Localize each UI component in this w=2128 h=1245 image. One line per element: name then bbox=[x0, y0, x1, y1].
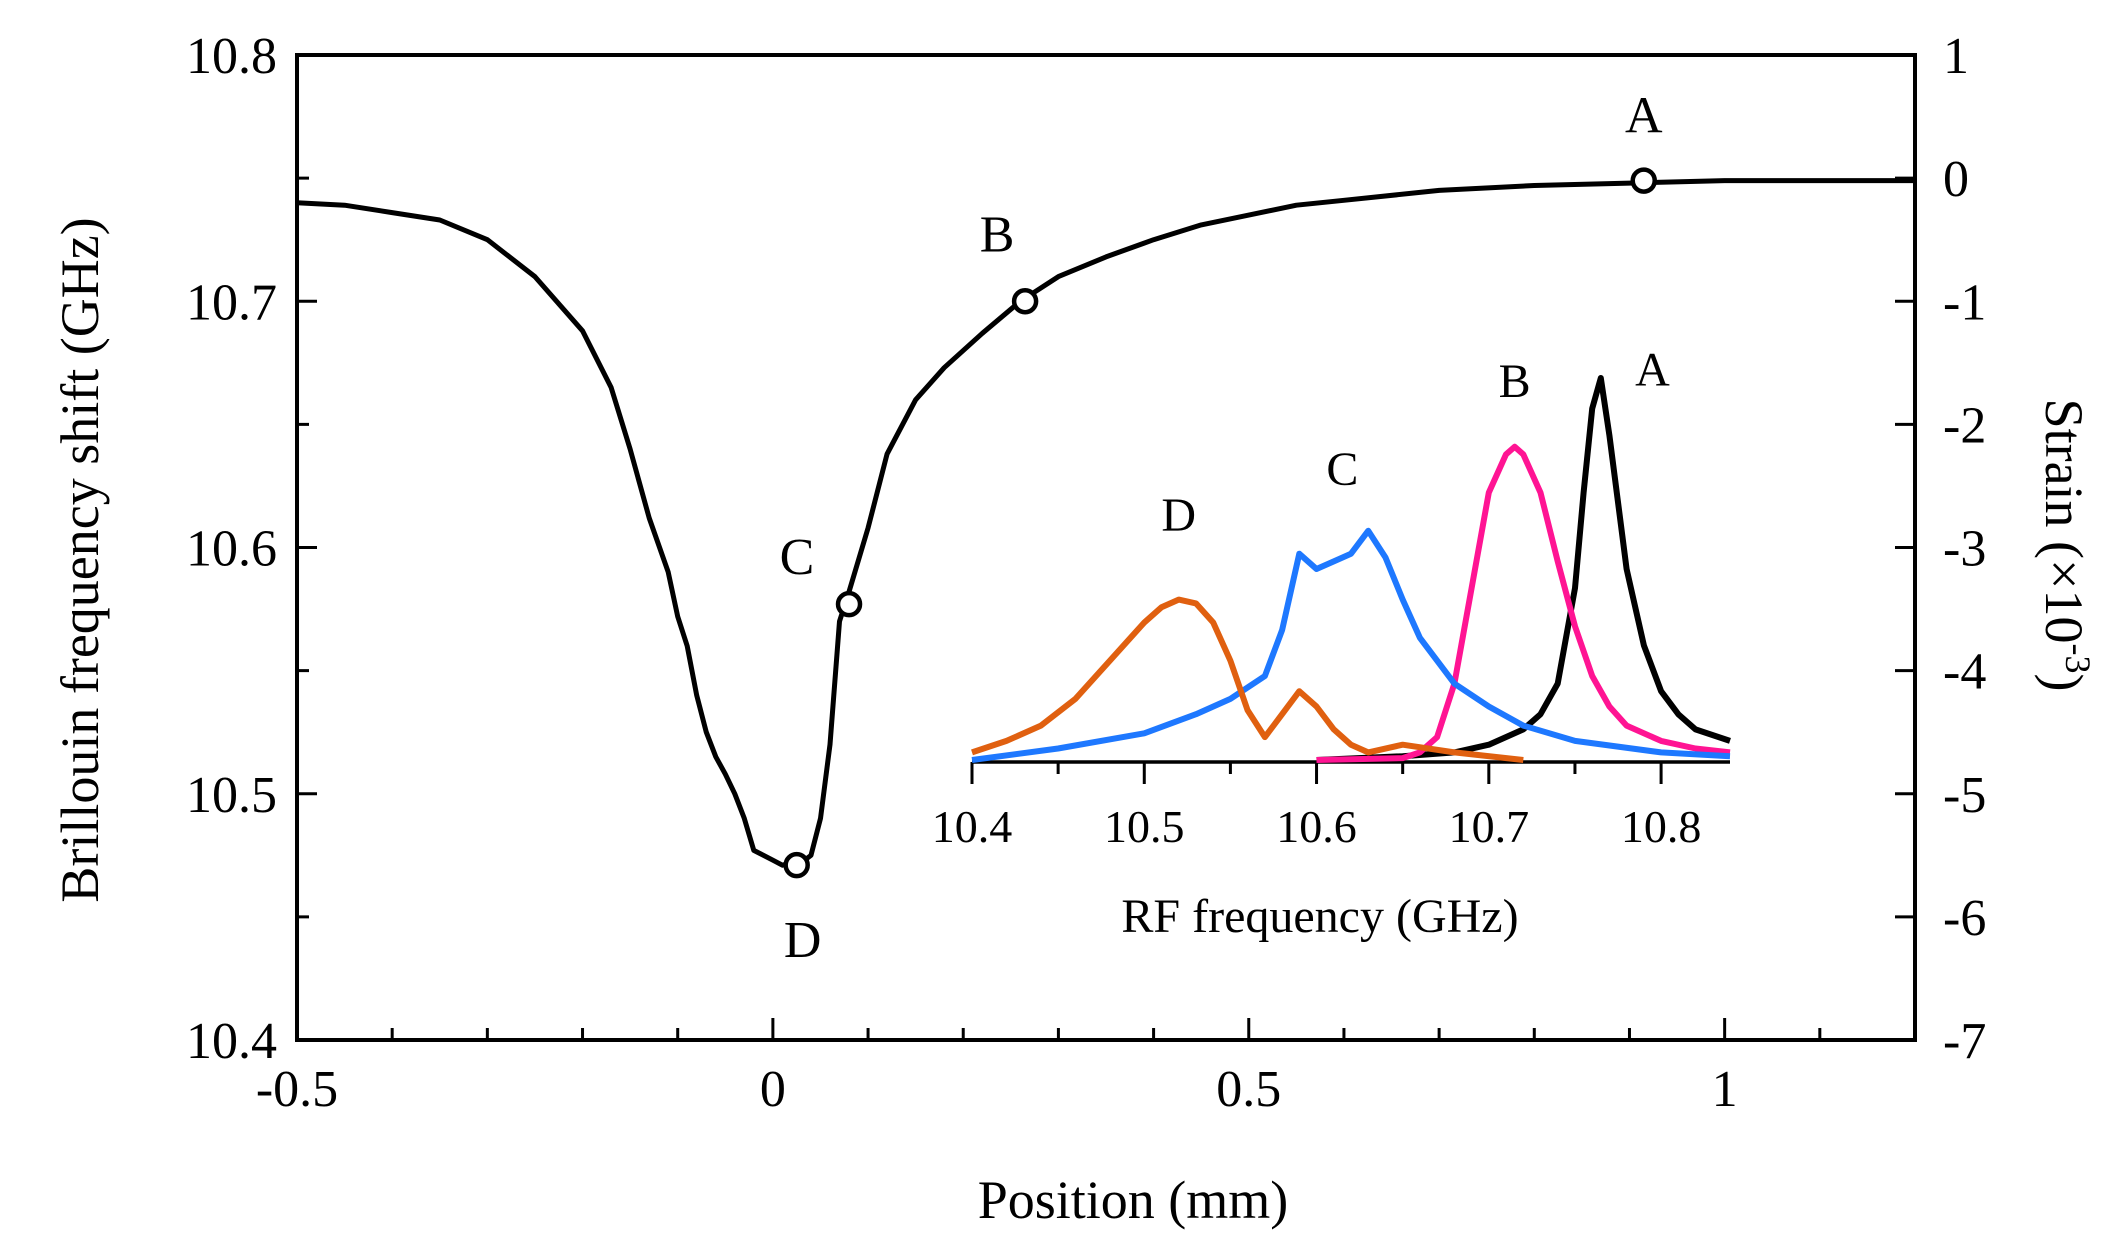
y2-axis-title-text: Strain (×10 bbox=[2034, 399, 2094, 644]
x-axis-title: Position (mm) bbox=[978, 1170, 1289, 1230]
y2-tick-label: -1 bbox=[1943, 274, 1986, 331]
inset-series-B bbox=[1316, 443, 1731, 763]
x-tick-label: 0 bbox=[760, 1061, 786, 1118]
y2-tick-label: 1 bbox=[1943, 28, 1969, 85]
y2-axis-title-close: ) bbox=[2034, 673, 2094, 691]
inset-annotation-label: B bbox=[1499, 355, 1531, 408]
annotation-marker bbox=[835, 590, 863, 618]
inset-x-tick-label: 10.5 bbox=[1104, 801, 1185, 852]
y2-tick-label: -3 bbox=[1943, 521, 1986, 578]
main-plot: -0.5 0 0.5 1 10.4 10.5 10.6 10.7 10.8 1 0 -1 -2 -3 -4 -… bbox=[50, 28, 2098, 1230]
x-tick-label: 0.5 bbox=[1216, 1061, 1281, 1118]
x-tick-label: 1 bbox=[1712, 1061, 1738, 1118]
annotation-label: A bbox=[1625, 88, 1663, 145]
main-plot-frame bbox=[295, 53, 1917, 1042]
inset-x-tick-label: 10.6 bbox=[1276, 801, 1357, 852]
inset-plot: 10.4 10.5 10.6 10.7 10.8 A B C D RF frequency (… bbox=[932, 344, 1731, 943]
annotation-marker bbox=[1011, 288, 1039, 315]
y-tick-label: 10.7 bbox=[186, 274, 277, 331]
y-axis-title: Brillouin frequency shift (GHz) bbox=[50, 217, 110, 902]
x-tick-label: -0.5 bbox=[256, 1061, 338, 1118]
annotation-label: D bbox=[784, 912, 822, 969]
inset-x-tick-label: 10.7 bbox=[1449, 801, 1530, 852]
inset-annotations: A B C D bbox=[1161, 344, 1670, 542]
annotation-marker bbox=[1630, 167, 1657, 194]
y2-axis-title: Strain (×10-3) bbox=[2034, 399, 2098, 692]
y-tick-label: 10.4 bbox=[186, 1013, 277, 1070]
inset-tick-labels: 10.4 10.5 10.6 10.7 10.8 bbox=[932, 801, 1702, 852]
inset-annotation-label: D bbox=[1161, 489, 1196, 542]
inset-x-tick-label: 10.8 bbox=[1621, 801, 1702, 852]
y-tick-label: 10.5 bbox=[186, 767, 277, 824]
main-annotations: A B C D bbox=[780, 88, 1663, 970]
y2-tick-label: -7 bbox=[1943, 1013, 1986, 1070]
inset-ticks bbox=[970, 762, 1663, 784]
inset-series bbox=[971, 375, 1731, 763]
inset-series-A bbox=[1316, 375, 1731, 763]
inset-annotation-label: C bbox=[1326, 443, 1358, 496]
inset-series-D bbox=[971, 596, 1524, 763]
annotation-label: B bbox=[980, 206, 1015, 263]
y2-tick-label: -5 bbox=[1943, 767, 1986, 824]
annotation-label: C bbox=[780, 529, 815, 586]
y2-tick-label: -4 bbox=[1943, 644, 1986, 701]
y2-axis-title-exponent: -3 bbox=[2058, 643, 2098, 673]
y-tick-label: 10.8 bbox=[186, 28, 277, 85]
y2-tick-label: -6 bbox=[1943, 890, 1986, 947]
inset-annotation-label: A bbox=[1635, 344, 1670, 397]
inset-x-axis-title: RF frequency (GHz) bbox=[1121, 890, 1518, 943]
annotation-marker bbox=[783, 851, 810, 879]
y2-tick-label: 0 bbox=[1943, 151, 1969, 208]
inset-x-tick-label: 10.4 bbox=[932, 801, 1013, 852]
main-tick-labels: -0.5 0 0.5 1 10.4 10.5 10.6 10.7 10.8 1 0 -1 -2 -3 -4 -… bbox=[186, 28, 1986, 1118]
main-ticks bbox=[295, 53, 1917, 1042]
y2-tick-label: -2 bbox=[1943, 397, 1986, 454]
inset-series-C bbox=[971, 527, 1731, 763]
y-tick-label: 10.6 bbox=[186, 521, 277, 578]
